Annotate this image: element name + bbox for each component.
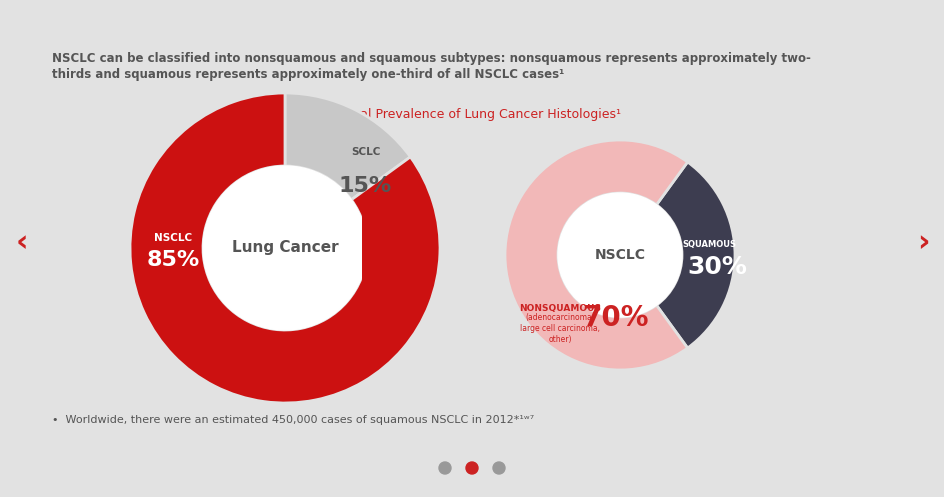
Text: thirds and squamous represents approximately one-third of all NSCLC cases¹: thirds and squamous represents approxima… [52, 68, 564, 81]
Wedge shape [130, 93, 440, 403]
Wedge shape [656, 162, 734, 348]
Circle shape [557, 193, 682, 317]
Text: 70%: 70% [582, 304, 648, 332]
Text: SCLC: SCLC [350, 147, 379, 157]
Text: ‹: ‹ [16, 229, 28, 257]
Text: 15%: 15% [339, 176, 392, 196]
Text: (adenocarcinoma,
large cell carcinoma,
other): (adenocarcinoma, large cell carcinoma, o… [519, 313, 599, 344]
Text: NSCLC can be classified into nonsquamous and squamous subtypes: nonsquamous repr: NSCLC can be classified into nonsquamous… [52, 52, 810, 65]
Polygon shape [362, 208, 401, 288]
Text: ›: › [916, 229, 928, 257]
Text: NSCLC: NSCLC [154, 233, 193, 243]
Wedge shape [285, 93, 410, 200]
Circle shape [493, 462, 504, 474]
Text: •  Worldwide, there were an estimated 450,000 cases of squamous NSCLC in 2012*¹ʷ: • Worldwide, there were an estimated 450… [52, 415, 533, 425]
Circle shape [465, 462, 478, 474]
Text: SQUAMOUS: SQUAMOUS [682, 241, 736, 249]
Text: 30%: 30% [687, 255, 747, 279]
Text: NSCLC: NSCLC [594, 248, 645, 262]
Text: NONSQUAMOUS: NONSQUAMOUS [518, 304, 600, 313]
Circle shape [439, 462, 450, 474]
Text: Lung Cancer: Lung Cancer [231, 241, 338, 255]
Text: 85%: 85% [146, 250, 200, 270]
Text: General Prevalence of Lung Cancer Histologies¹: General Prevalence of Lung Cancer Histol… [322, 108, 621, 121]
Wedge shape [504, 140, 687, 370]
Circle shape [203, 166, 366, 330]
